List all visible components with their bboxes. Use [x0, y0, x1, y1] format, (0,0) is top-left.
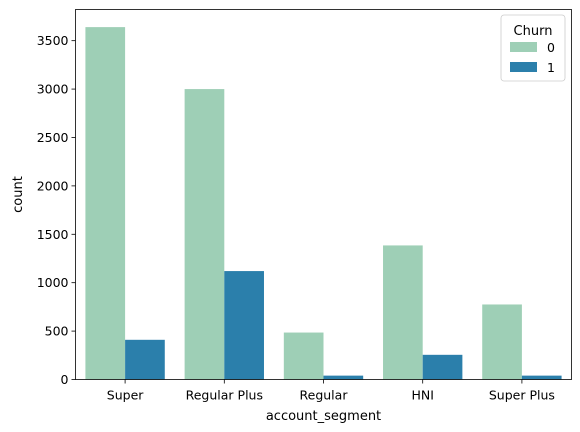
y-tick-label: 2500 [37, 130, 69, 145]
y-tick-label: 0 [61, 372, 69, 387]
legend-title: Churn [514, 24, 553, 39]
y-tick-label: 2000 [37, 178, 69, 193]
y-axis: 0 500 1000 1500 2000 2500 3000 3500 [37, 33, 76, 387]
bar-churn-1-regular-plus [224, 271, 264, 380]
x-axis-label: account_segment [266, 409, 381, 424]
bar-churn-0-regular [283, 332, 324, 380]
x-tick-label: Regular [300, 388, 349, 403]
legend-label-1: 1 [547, 60, 555, 75]
legend-label-0: 0 [547, 40, 555, 55]
bar-churn-1-regular [323, 375, 364, 380]
legend-swatch-0 [510, 42, 537, 52]
bar-churn-1-super [125, 339, 165, 380]
bar-churn-0-regular-plus [184, 89, 225, 380]
x-tick-label: Regular Plus [186, 388, 263, 403]
bar-churn-1-hni [422, 354, 463, 380]
y-tick-label: 500 [45, 324, 69, 339]
x-tick-label: HNI [411, 388, 433, 403]
legend-items: 01 [510, 40, 555, 75]
bar-churn-1-super-plus [521, 375, 562, 380]
x-axis: Super Regular Plus Regular HNI Super Plus [107, 379, 555, 403]
plot-frame [75, 9, 572, 380]
y-tick-label: 1000 [37, 275, 69, 290]
y-axis-label: count [11, 176, 26, 213]
legend-swatch-1 [510, 62, 537, 72]
y-tick-label: 1500 [37, 227, 69, 242]
bar-churn-0-super-plus [482, 304, 522, 380]
y-tick-label: 3500 [37, 33, 69, 48]
legend: Churn 01 [500, 14, 566, 82]
x-tick-label: Super Plus [489, 388, 555, 403]
y-tick-label: 3000 [37, 82, 69, 97]
x-tick-label: Super [107, 388, 144, 403]
bars-group [85, 27, 562, 380]
bar-churn-0-hni [383, 245, 423, 380]
bar-churn-0-super [85, 27, 126, 380]
